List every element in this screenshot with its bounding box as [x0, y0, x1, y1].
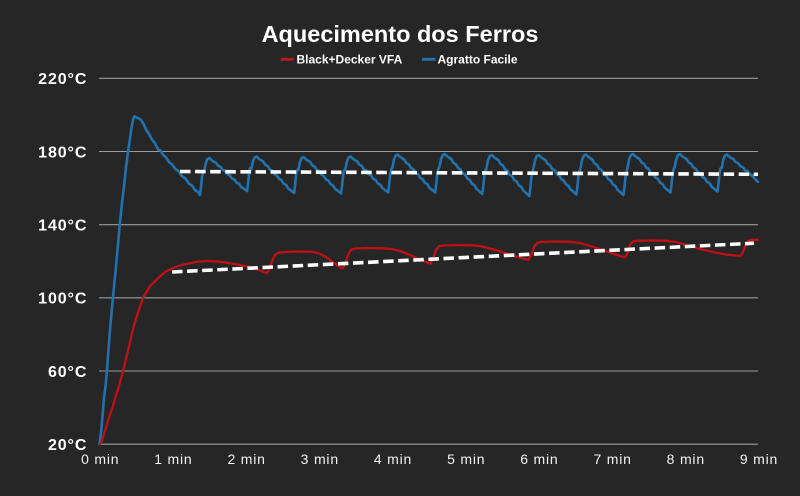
svg-text:9 min: 9 min: [740, 451, 778, 467]
svg-text:180°C: 180°C: [38, 144, 87, 161]
svg-text:140°C: 140°C: [38, 218, 87, 235]
svg-text:3 min: 3 min: [301, 451, 339, 467]
svg-text:0 min: 0 min: [81, 451, 119, 467]
svg-text:5 min: 5 min: [447, 451, 485, 467]
svg-text:8 min: 8 min: [667, 451, 705, 467]
svg-text:60°C: 60°C: [48, 364, 87, 381]
svg-text:100°C: 100°C: [38, 291, 87, 308]
svg-text:20°C: 20°C: [48, 437, 87, 454]
svg-text:6 min: 6 min: [520, 451, 558, 467]
svg-text:4 min: 4 min: [374, 451, 412, 467]
svg-text:Black+Decker VFA: Black+Decker VFA: [297, 53, 403, 67]
svg-text:Agratto Facile: Agratto Facile: [438, 53, 518, 67]
svg-text:7 min: 7 min: [593, 451, 631, 467]
svg-text:Aquecimento dos Ferros: Aquecimento dos Ferros: [262, 21, 539, 47]
svg-text:1 min: 1 min: [154, 451, 192, 467]
svg-text:220°C: 220°C: [38, 71, 87, 88]
svg-text:2 min: 2 min: [227, 451, 265, 467]
